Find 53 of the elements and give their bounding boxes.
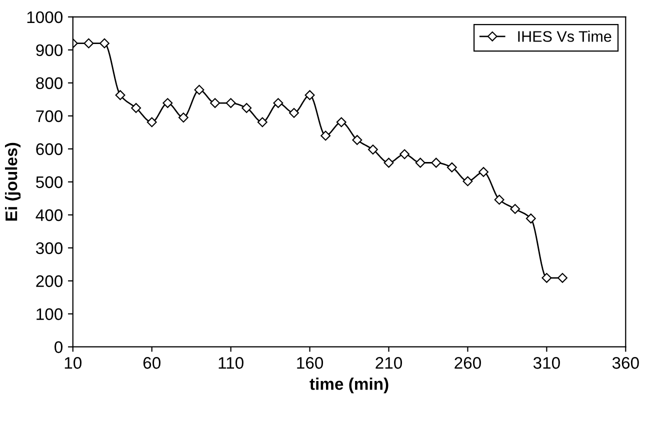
point [146, 117, 157, 128]
legend-label: IHES Vs Time [518, 30, 612, 42]
point [368, 144, 378, 155]
x-axis-title: time (min) [310, 378, 388, 394]
x-tick-label: 110 [218, 357, 244, 369]
point [336, 117, 346, 128]
point [242, 103, 252, 113]
y-tick-label: 800 [36, 77, 63, 90]
y-axis-title: Ei (joules) [5, 142, 21, 221]
point [462, 176, 473, 186]
x-tick-label: 10 [64, 357, 82, 369]
point [558, 272, 568, 283]
y-tick-label: 500 [36, 176, 63, 188]
point [542, 272, 552, 283]
point [384, 158, 394, 168]
point [446, 162, 457, 172]
x-tick-label: 260 [454, 357, 481, 369]
point [115, 90, 126, 100]
point [273, 98, 284, 108]
y-tick-label: 0 [54, 341, 63, 354]
y-tick-label: 100 [36, 308, 63, 320]
x-tick-label: 60 [143, 357, 160, 369]
point [226, 98, 236, 108]
point [99, 38, 110, 48]
point [526, 214, 536, 224]
point [84, 38, 94, 48]
y-tick-label: 400 [36, 209, 63, 222]
point [494, 194, 504, 205]
y-tick-label: 900 [36, 44, 63, 56]
y-tick-label: 700 [36, 110, 63, 122]
point [320, 130, 331, 141]
y-tick-label: 300 [36, 242, 63, 254]
point [400, 149, 410, 160]
x-tick-label: 160 [297, 357, 324, 369]
y-tick-label: 200 [36, 275, 63, 288]
x-tick-label: 310 [533, 357, 560, 369]
y-tick-label: 600 [36, 143, 63, 156]
point [478, 167, 488, 177]
point [415, 158, 426, 168]
point [257, 117, 268, 128]
x-tick-label: 360 [612, 357, 639, 369]
point [178, 112, 188, 123]
point [431, 158, 442, 168]
x-tick-label: 210 [376, 357, 402, 369]
point [131, 103, 142, 113]
point [352, 135, 362, 145]
y-tick-label: 1000 [27, 11, 63, 24]
point [210, 98, 220, 108]
point [289, 108, 299, 118]
point [194, 84, 204, 95]
point [162, 98, 173, 108]
point [510, 204, 520, 214]
point [304, 90, 315, 100]
